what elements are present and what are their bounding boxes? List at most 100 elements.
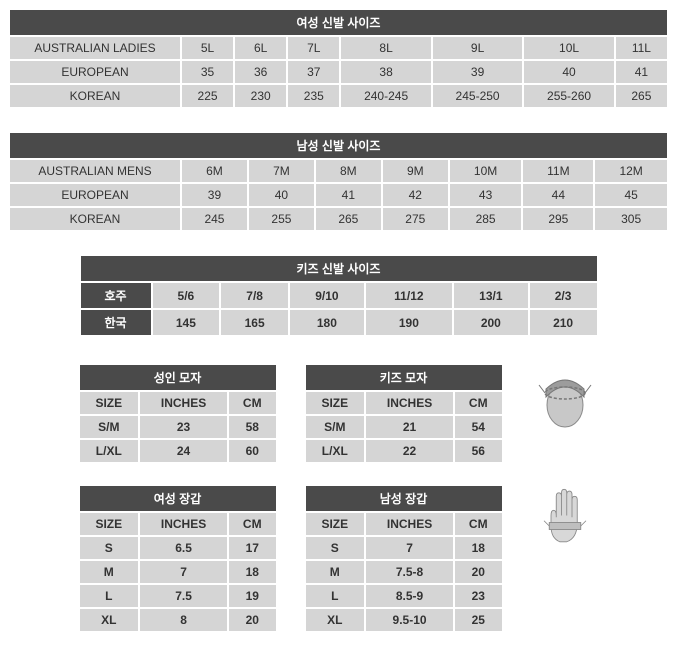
- cell: 10L: [524, 37, 613, 59]
- row-label: AUSTRALIAN LADIES: [10, 37, 180, 59]
- row-label: 호주: [81, 283, 151, 308]
- cell: 11M: [523, 160, 593, 182]
- cell: 285: [450, 208, 522, 230]
- cell: 40: [524, 61, 613, 83]
- cell: S/M: [306, 416, 365, 438]
- cell: 305: [595, 208, 667, 230]
- row-label: EUROPEAN: [10, 184, 180, 206]
- col-header: SIZE: [80, 392, 139, 414]
- table-row: EUROPEAN 39 40 41 42 43 44 45: [10, 184, 667, 206]
- cell: 18: [229, 561, 276, 583]
- kids-shoes-table: 키즈 신발 사이즈 호주 5/6 7/8 9/10 11/12 13/1 2/3…: [79, 254, 599, 337]
- cell: 58: [229, 416, 276, 438]
- table-row: AUSTRALIAN LADIES 5L 6L 7L 8L 9L 10L 11L: [10, 37, 667, 59]
- cell: 8L: [341, 37, 430, 59]
- col-header: INCHES: [366, 513, 453, 535]
- cell: 21: [366, 416, 453, 438]
- cell: 7/8: [221, 283, 288, 308]
- cell: 265: [616, 85, 667, 107]
- cell: 165: [221, 310, 288, 335]
- cell: 43: [450, 184, 522, 206]
- cell: 255-260: [524, 85, 613, 107]
- hand-icon: [530, 484, 600, 554]
- cell: S: [306, 537, 365, 559]
- cell: 275: [383, 208, 448, 230]
- cell: XL: [80, 609, 139, 631]
- row-label: KOREAN: [10, 85, 180, 107]
- col-header: CM: [229, 513, 276, 535]
- cell: 17: [229, 537, 276, 559]
- table-row: M 7 18: [80, 561, 276, 583]
- cell: 2/3: [530, 283, 597, 308]
- cell: 22: [366, 440, 453, 462]
- cell: 7.5-8: [366, 561, 453, 583]
- row-label: AUSTRALIAN MENS: [10, 160, 180, 182]
- mens-shoes-table: 남성 신발 사이즈 AUSTRALIAN MENS 6M 7M 8M 9M 10…: [8, 131, 669, 232]
- womens-shoes-table: 여성 신발 사이즈 AUSTRALIAN LADIES 5L 6L 7L 8L …: [8, 8, 669, 109]
- cell: 9/10: [290, 283, 364, 308]
- cell: 39: [433, 61, 522, 83]
- cell: 35: [182, 61, 233, 83]
- cell: 5/6: [153, 283, 220, 308]
- cell: XL: [306, 609, 365, 631]
- cell: 12M: [595, 160, 667, 182]
- kids-shoes-title: 키즈 신발 사이즈: [81, 256, 597, 281]
- table-row: 호주 5/6 7/8 9/10 11/12 13/1 2/3: [81, 283, 597, 308]
- cell: 7L: [288, 37, 339, 59]
- cell: M: [80, 561, 139, 583]
- cell: L/XL: [306, 440, 365, 462]
- adult-hat-table: 성인 모자 SIZE INCHES CM S/M 23 58 L/XL 24 6…: [78, 363, 278, 464]
- col-header: SIZE: [306, 392, 365, 414]
- cell: 7: [140, 561, 227, 583]
- womens-shoes-title: 여성 신발 사이즈: [10, 10, 667, 35]
- womens-gloves-title: 여성 장갑: [80, 486, 276, 511]
- cell: 245-250: [433, 85, 522, 107]
- cell: 225: [182, 85, 233, 107]
- cell: 9L: [433, 37, 522, 59]
- cell: 230: [235, 85, 286, 107]
- cell: 41: [316, 184, 381, 206]
- cell: 8.5-9: [366, 585, 453, 607]
- cell: 56: [455, 440, 502, 462]
- cell: L: [306, 585, 365, 607]
- cell: 265: [316, 208, 381, 230]
- table-row: L 8.5-9 23: [306, 585, 502, 607]
- cell: 54: [455, 416, 502, 438]
- kids-hat-table: 키즈 모자 SIZE INCHES CM S/M 21 54 L/XL 22 5…: [304, 363, 504, 464]
- col-header: CM: [455, 513, 502, 535]
- cell: 40: [249, 184, 314, 206]
- table-row: XL 8 20: [80, 609, 276, 631]
- col-header: CM: [229, 392, 276, 414]
- cell: 255: [249, 208, 314, 230]
- adult-hat-title: 성인 모자: [80, 365, 276, 390]
- cell: S: [80, 537, 139, 559]
- mens-gloves-title: 남성 장갑: [306, 486, 502, 511]
- cell: 180: [290, 310, 364, 335]
- cell: 60: [229, 440, 276, 462]
- cell: 245: [182, 208, 247, 230]
- col-header: SIZE: [80, 513, 139, 535]
- cell: 7: [366, 537, 453, 559]
- cell: 145: [153, 310, 220, 335]
- row-label: KOREAN: [10, 208, 180, 230]
- col-header: CM: [455, 392, 502, 414]
- cell: 19: [229, 585, 276, 607]
- cell: 240-245: [341, 85, 430, 107]
- mens-gloves-table: 남성 장갑 SIZE INCHES CM S 7 18 M 7.5-8 20 L…: [304, 484, 504, 633]
- cell: 6.5: [140, 537, 227, 559]
- cell: S/M: [80, 416, 139, 438]
- cell: L/XL: [80, 440, 139, 462]
- cell: 10M: [450, 160, 522, 182]
- table-row: XL 9.5-10 25: [306, 609, 502, 631]
- cell: 13/1: [454, 283, 528, 308]
- cell: 23: [140, 416, 227, 438]
- cell: 24: [140, 440, 227, 462]
- cell: 7M: [249, 160, 314, 182]
- table-row: 한국 145 165 180 190 200 210: [81, 310, 597, 335]
- cell: 190: [366, 310, 452, 335]
- mens-shoes-title: 남성 신발 사이즈: [10, 133, 667, 158]
- table-row: S/M 23 58: [80, 416, 276, 438]
- hats-row: 성인 모자 SIZE INCHES CM S/M 23 58 L/XL 24 6…: [8, 363, 669, 464]
- kids-hat-title: 키즈 모자: [306, 365, 502, 390]
- gloves-row: 여성 장갑 SIZE INCHES CM S 6.5 17 M 7 18 L 7…: [8, 484, 669, 633]
